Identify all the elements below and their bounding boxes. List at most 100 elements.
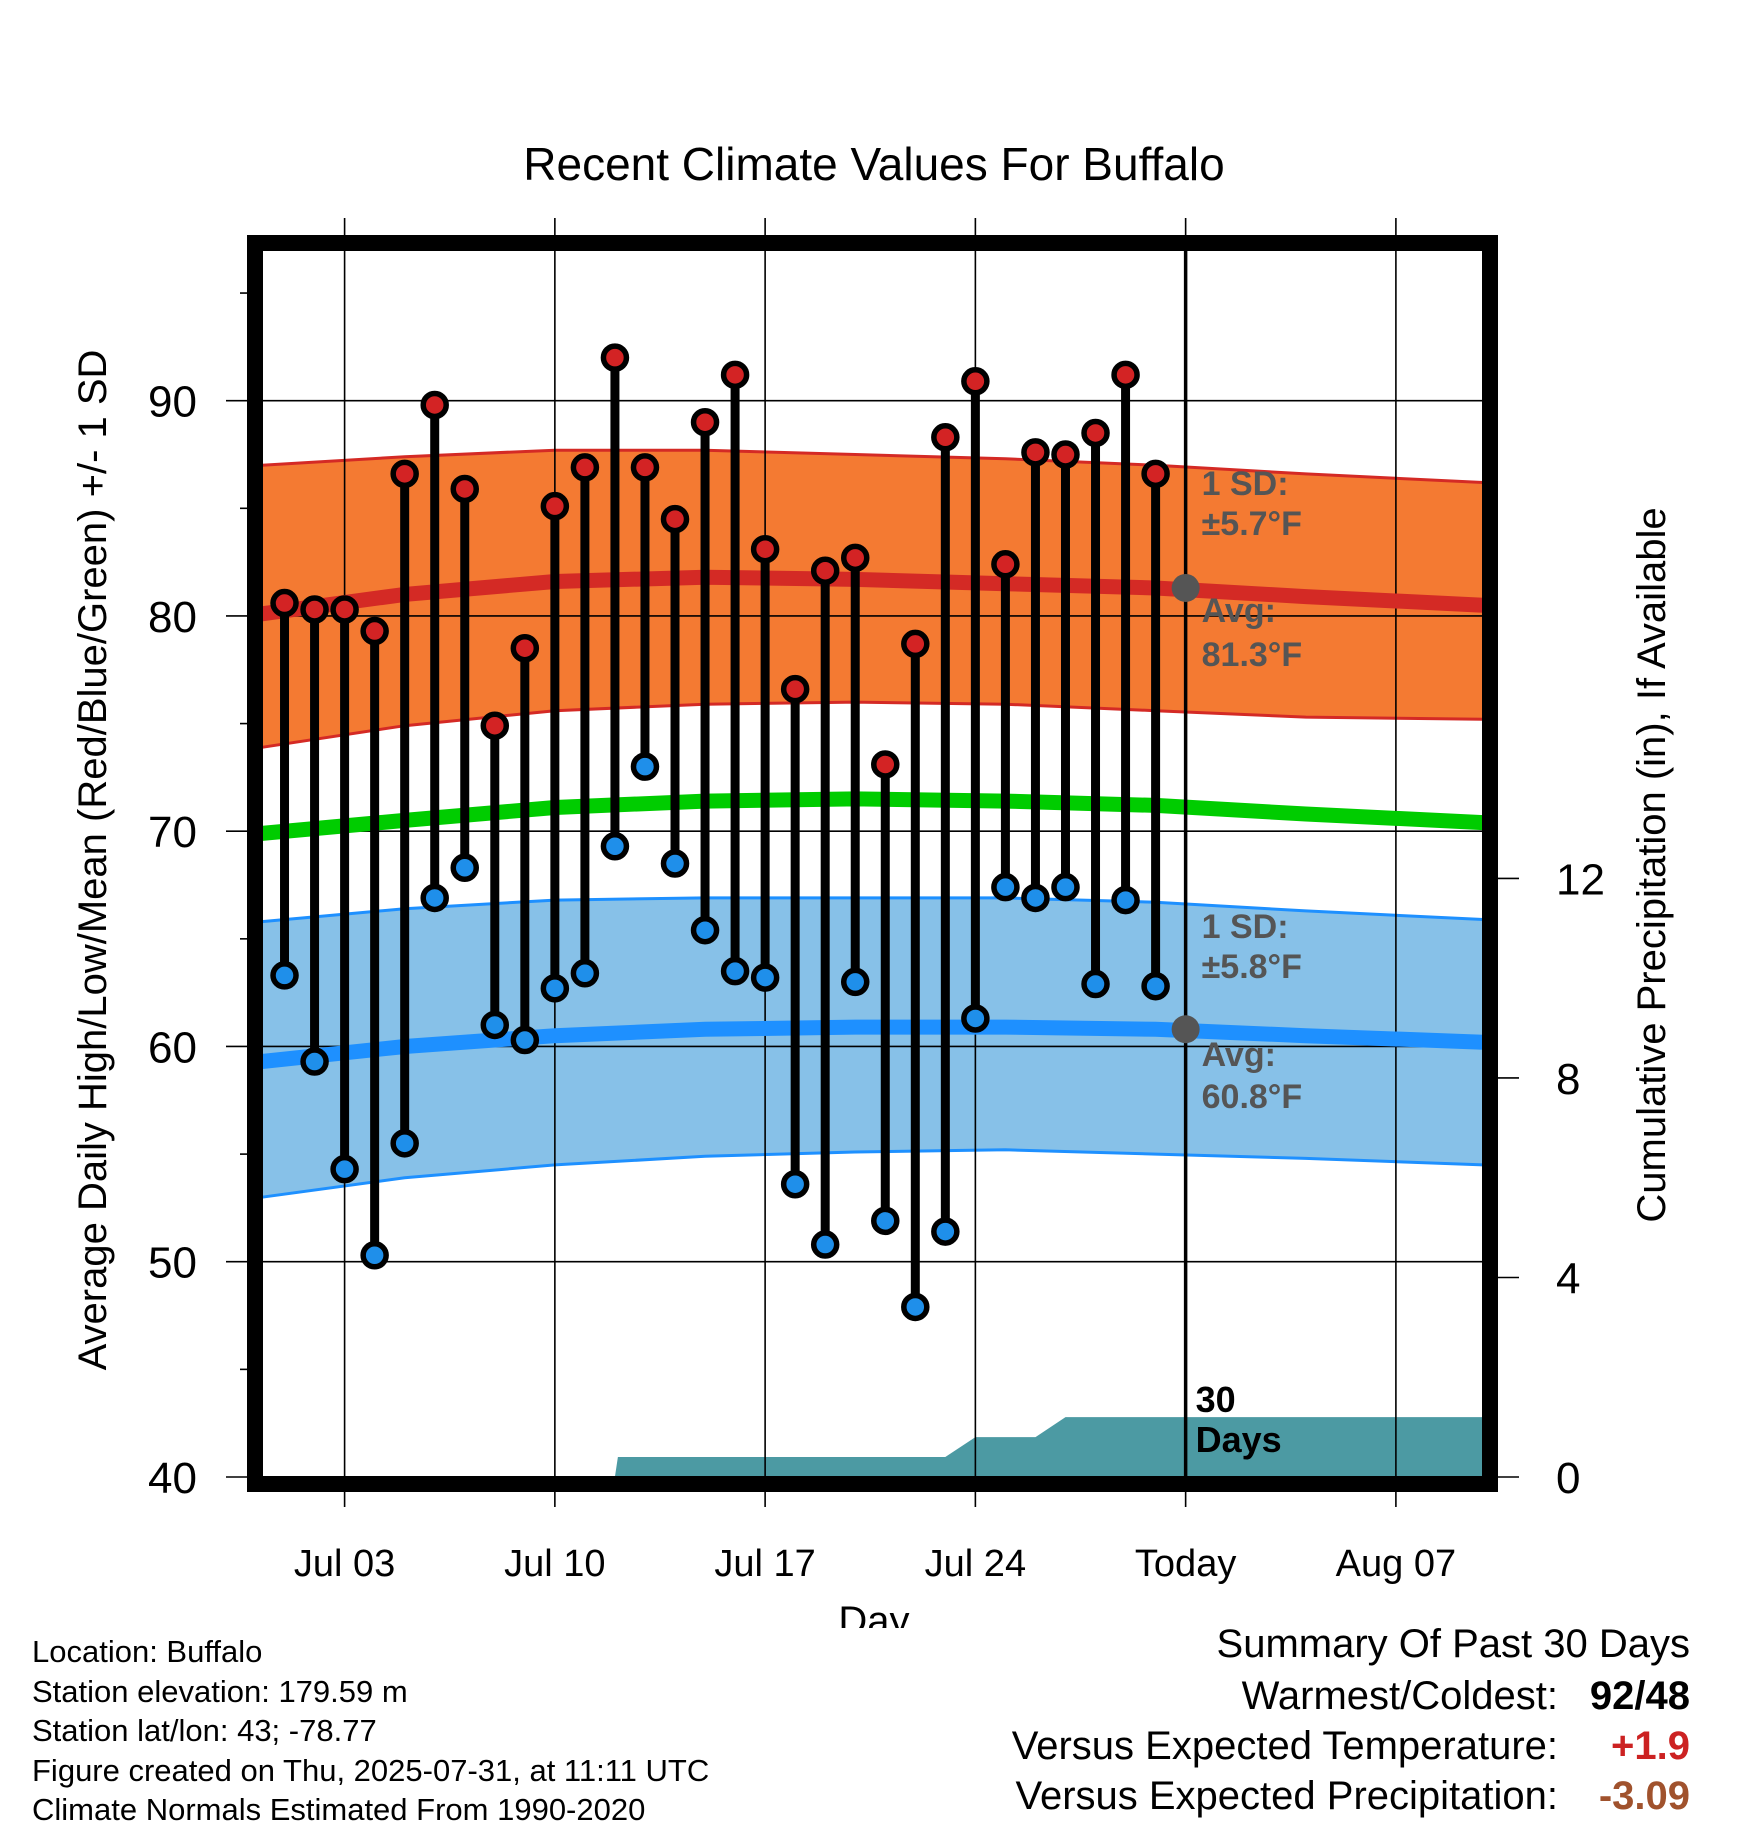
daily-high-point — [780, 674, 810, 704]
coldest-value: 48 — [1645, 1674, 1691, 1718]
daily-low-point — [300, 1047, 329, 1076]
precip-anomaly-value: -3.09 — [1598, 1774, 1690, 1818]
y2-tick-label: 4 — [1556, 1254, 1580, 1303]
daily-low-point — [540, 974, 570, 1003]
y-tick-label: 40 — [148, 1454, 197, 1503]
daily-low-point — [510, 1025, 540, 1055]
precip-area — [262, 1417, 1483, 1477]
daily-low-point — [450, 853, 479, 883]
daily-low-point — [750, 963, 780, 992]
created-text: Figure created on Thu, 2025-07-31, at 11… — [32, 1752, 710, 1788]
daily-high-point — [750, 534, 780, 564]
daily-high-point — [810, 556, 840, 585]
daily-low-point — [570, 959, 600, 988]
daily-high-point — [510, 633, 540, 663]
daily-high-point — [901, 629, 930, 659]
daily-low-point — [660, 849, 690, 878]
summary-title: Summary Of Past 30 Days — [1216, 1622, 1690, 1666]
daily-low-point — [780, 1169, 810, 1199]
daily-low-point — [810, 1230, 840, 1259]
daily-high-point — [1081, 418, 1110, 448]
normals-text: Climate Normals Estimated From 1990-2020 — [32, 1792, 646, 1827]
daily-low-point — [480, 1010, 510, 1040]
daily-low-point — [390, 1129, 419, 1158]
x-tick-label: Aug 07 — [1336, 1543, 1456, 1585]
daily-high-point — [540, 491, 570, 521]
daily-low-point — [360, 1241, 389, 1270]
high-sd-value: ±5.7°F — [1202, 505, 1302, 543]
y2-axis-title: Cumulative Precipitation (in), If Availa… — [1630, 507, 1674, 1222]
daily-high-point — [720, 360, 750, 390]
warmest-coldest-label: Warmest/Coldest: — [1241, 1674, 1558, 1718]
y-tick-label: 50 — [148, 1239, 197, 1288]
period-label: Days — [1196, 1419, 1282, 1460]
daily-low-point — [961, 1004, 990, 1033]
daily-high-point — [270, 588, 299, 618]
daily-low-point — [600, 832, 630, 861]
daily-high-point — [630, 453, 660, 482]
daily-high-point — [1141, 459, 1170, 489]
x-tick-label: Jul 17 — [714, 1543, 815, 1585]
daily-high-point — [450, 474, 479, 504]
temp-anomaly-label: Versus Expected Temperature: — [1011, 1724, 1558, 1768]
daily-low-point — [420, 883, 449, 913]
low-sd-value: ±5.8°F — [1202, 948, 1302, 986]
elevation-text: Station elevation: 179.59 m — [32, 1673, 408, 1709]
warmest-coldest-value: 92/48 — [1589, 1674, 1691, 1718]
latlon-text: Station lat/lon: 43; -78.77 — [32, 1713, 377, 1748]
daily-high-point — [600, 343, 630, 372]
daily-low-point — [720, 956, 750, 986]
low-sd-label: 1 SD: — [1202, 908, 1289, 946]
x-axis-title: Day — [838, 1599, 909, 1628]
daily-high-point — [330, 595, 359, 624]
daily-high-point — [961, 367, 990, 396]
daily-low-point — [1141, 971, 1170, 1001]
normal-mean-line — [261, 791, 1484, 841]
daily-low-point — [1021, 883, 1050, 913]
daily-high-point — [931, 423, 960, 452]
today-high-avg-marker — [1171, 573, 1200, 602]
daily-high-point — [690, 407, 720, 437]
daily-high-point — [300, 595, 329, 624]
high-avg-value: 81.3°F — [1202, 636, 1303, 674]
high-sd-label: 1 SD: — [1202, 465, 1289, 503]
daily-high-point — [360, 616, 389, 646]
y2-tick-label: 8 — [1556, 1055, 1580, 1104]
y2-tick-label: 0 — [1556, 1454, 1580, 1503]
precip-anomaly-label: Versus Expected Precipitation: — [1015, 1774, 1558, 1818]
daily-low-point — [630, 752, 660, 781]
high-avg-label: Avg: — [1202, 592, 1276, 630]
warmest-value: 92 — [1589, 1674, 1635, 1718]
normal-low-line — [261, 1019, 1484, 1069]
location-text: Location: Buffalo — [32, 1634, 263, 1669]
temp-anomaly-value: +1.9 — [1611, 1724, 1690, 1768]
daily-low-point — [871, 1206, 900, 1236]
high-sd-band — [262, 450, 1483, 748]
low-sd-lower-line — [261, 1148, 1484, 1199]
daily-low-point — [991, 872, 1020, 902]
high-sd-upper-line — [261, 448, 1484, 484]
y2-tick-label: 12 — [1556, 855, 1605, 904]
daily-low-point — [901, 1292, 930, 1322]
daily-high-point — [390, 459, 419, 489]
climate-chart: Recent Climate Values For Buffalo 1 SD:±… — [71, 138, 1674, 1628]
y-tick-label: 60 — [148, 1023, 197, 1072]
y-tick-label: 80 — [148, 593, 197, 642]
today-low-avg-marker — [1171, 1015, 1200, 1044]
daily-low-point — [270, 961, 299, 990]
daily-low-point — [1051, 872, 1080, 902]
daily-low-point — [1081, 969, 1110, 999]
daily-high-point — [420, 390, 449, 420]
period-number: 30 — [1196, 1379, 1236, 1420]
y-axis-title: Average Daily High/Low/Mean (Red/Blue/Gr… — [71, 350, 115, 1371]
daily-low-point — [931, 1217, 960, 1246]
daily-low-point — [840, 967, 870, 997]
x-tick-label: Jul 10 — [504, 1543, 605, 1585]
daily-high-point — [1051, 440, 1080, 469]
daily-high-point — [480, 711, 510, 740]
y-tick-label: 90 — [148, 378, 197, 427]
plot-frame — [247, 235, 1498, 1492]
daily-high-point — [660, 504, 690, 534]
x-tick-label: Jul 24 — [925, 1543, 1026, 1585]
chart-title: Recent Climate Values For Buffalo — [523, 138, 1224, 190]
